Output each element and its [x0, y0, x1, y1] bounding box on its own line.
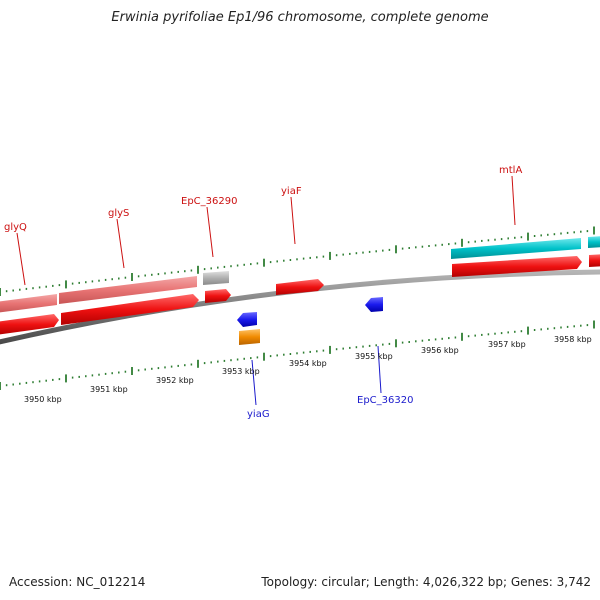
- scale-label: 3951 kbp: [90, 385, 128, 394]
- gene-label-glyq: glyQ: [4, 222, 27, 233]
- rrna-feature-1: [451, 238, 581, 259]
- outer-feature-ring: [0, 236, 600, 313]
- scale-label: 3958 kbp: [554, 335, 592, 344]
- leader-mtla: [511, 175, 516, 226]
- cds-arrow-next: [589, 254, 600, 267]
- gene-label-epc36290: EpC_36290: [181, 196, 237, 207]
- gene-label-mtla: mtlA: [499, 165, 522, 176]
- gene-label-yiag: yiaG: [247, 409, 270, 420]
- cds-arrow-yiag: [237, 312, 257, 327]
- leader-epc36290: [206, 206, 214, 258]
- cds-arrow-glys: [61, 294, 199, 325]
- gene-label-glys: glyS: [108, 208, 129, 219]
- cds-arrow-mtla: [452, 256, 582, 277]
- accession-label: Accession: NC_012214: [9, 575, 146, 589]
- minus-feature-orange: [239, 329, 260, 345]
- gene-label-epc36320: EpC_36320: [357, 395, 413, 406]
- scale-label: 3955 kbp: [355, 352, 393, 361]
- map-title: Erwinia pyrifoliae Ep1/96 chromosome, co…: [111, 10, 489, 25]
- gene-label-yiaf: yiaF: [281, 186, 302, 197]
- cds-arrow-glyq: [0, 314, 59, 335]
- label-leaders: [16, 175, 516, 406]
- leader-glyq: [16, 232, 26, 286]
- leader-glys: [116, 218, 125, 269]
- cds-arrow-yiaf: [276, 279, 324, 295]
- gene-labels: glyQ glyS EpC_36290 yiaF mtlA yiaG EpC_3…: [4, 165, 522, 420]
- misc-feature: [203, 271, 229, 285]
- cds-arrow-epc36320: [365, 297, 383, 312]
- minus-strand-ticks: [0, 320, 595, 390]
- genome-summary: Topology: circular; Length: 4,026,322 bp…: [261, 575, 591, 589]
- plus-cds-ring: [0, 254, 600, 335]
- scale-label: 3954 kbp: [289, 359, 327, 368]
- scale-label: 3956 kbp: [421, 346, 459, 355]
- plus-strand-ticks: [0, 226, 595, 296]
- cds-arrow-epc36290: [205, 289, 231, 303]
- leader-yiag: [251, 359, 257, 406]
- trna-feature-glyq: [0, 294, 57, 313]
- scale-label: 3957 kbp: [488, 340, 526, 349]
- scale-label: 3950 kbp: [24, 395, 62, 404]
- trna-feature-glys: [59, 276, 197, 304]
- minus-feature-ring: [237, 297, 383, 345]
- scale-label: 3952 kbp: [156, 376, 194, 385]
- rrna-feature-2: [588, 236, 600, 248]
- scale-label: 3953 kbp: [222, 367, 260, 376]
- leader-epc36320: [377, 345, 382, 394]
- leader-yiaf: [290, 196, 296, 245]
- scale-labels: 3950 kbp 3951 kbp 3952 kbp 3953 kbp 3954…: [24, 335, 592, 404]
